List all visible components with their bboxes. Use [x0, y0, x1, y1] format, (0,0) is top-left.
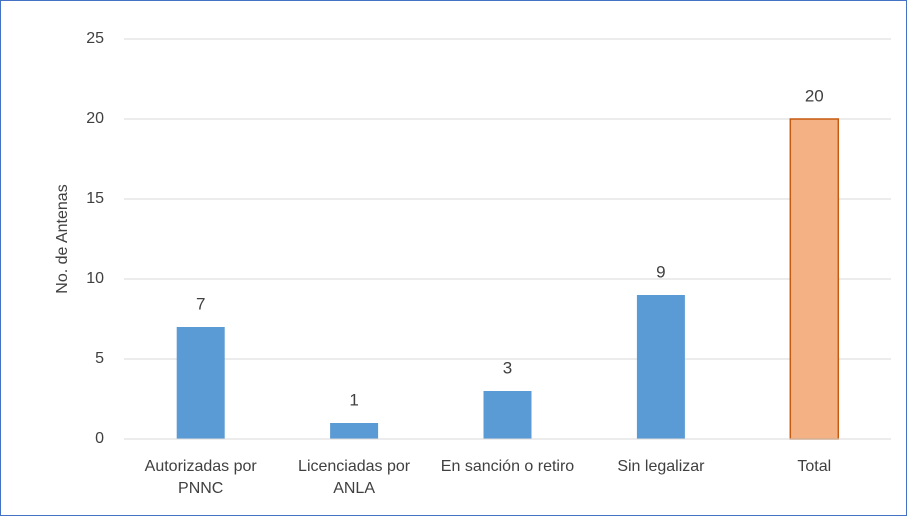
bar: [330, 423, 379, 439]
y-tick-label: 0: [95, 430, 104, 447]
value-label: 20: [805, 86, 824, 105]
value-label: 7: [196, 294, 205, 313]
x-tick-label: En sanción o retiro: [440, 458, 575, 475]
y-tick-label: 5: [95, 350, 104, 367]
bar: [789, 118, 840, 440]
y-tick-label: 15: [86, 190, 104, 207]
y-tick-label: 20: [86, 110, 104, 127]
y-tick-label: 25: [86, 30, 104, 47]
y-axis-label: No. de Antenas: [54, 184, 71, 293]
x-tick-label: Autorizadas por PNNC: [144, 458, 257, 497]
bar: [483, 391, 532, 439]
value-label: 9: [656, 262, 665, 281]
value-label: 3: [503, 358, 512, 377]
bar: [176, 327, 225, 439]
y-tick-label: 10: [86, 270, 104, 287]
value-label: 1: [349, 390, 358, 409]
x-tick-label: Total: [797, 458, 832, 475]
bar: [636, 295, 685, 439]
x-tick-label: Sin legalizar: [617, 458, 705, 475]
x-tick-label: Licenciadas por ANLA: [298, 458, 411, 497]
